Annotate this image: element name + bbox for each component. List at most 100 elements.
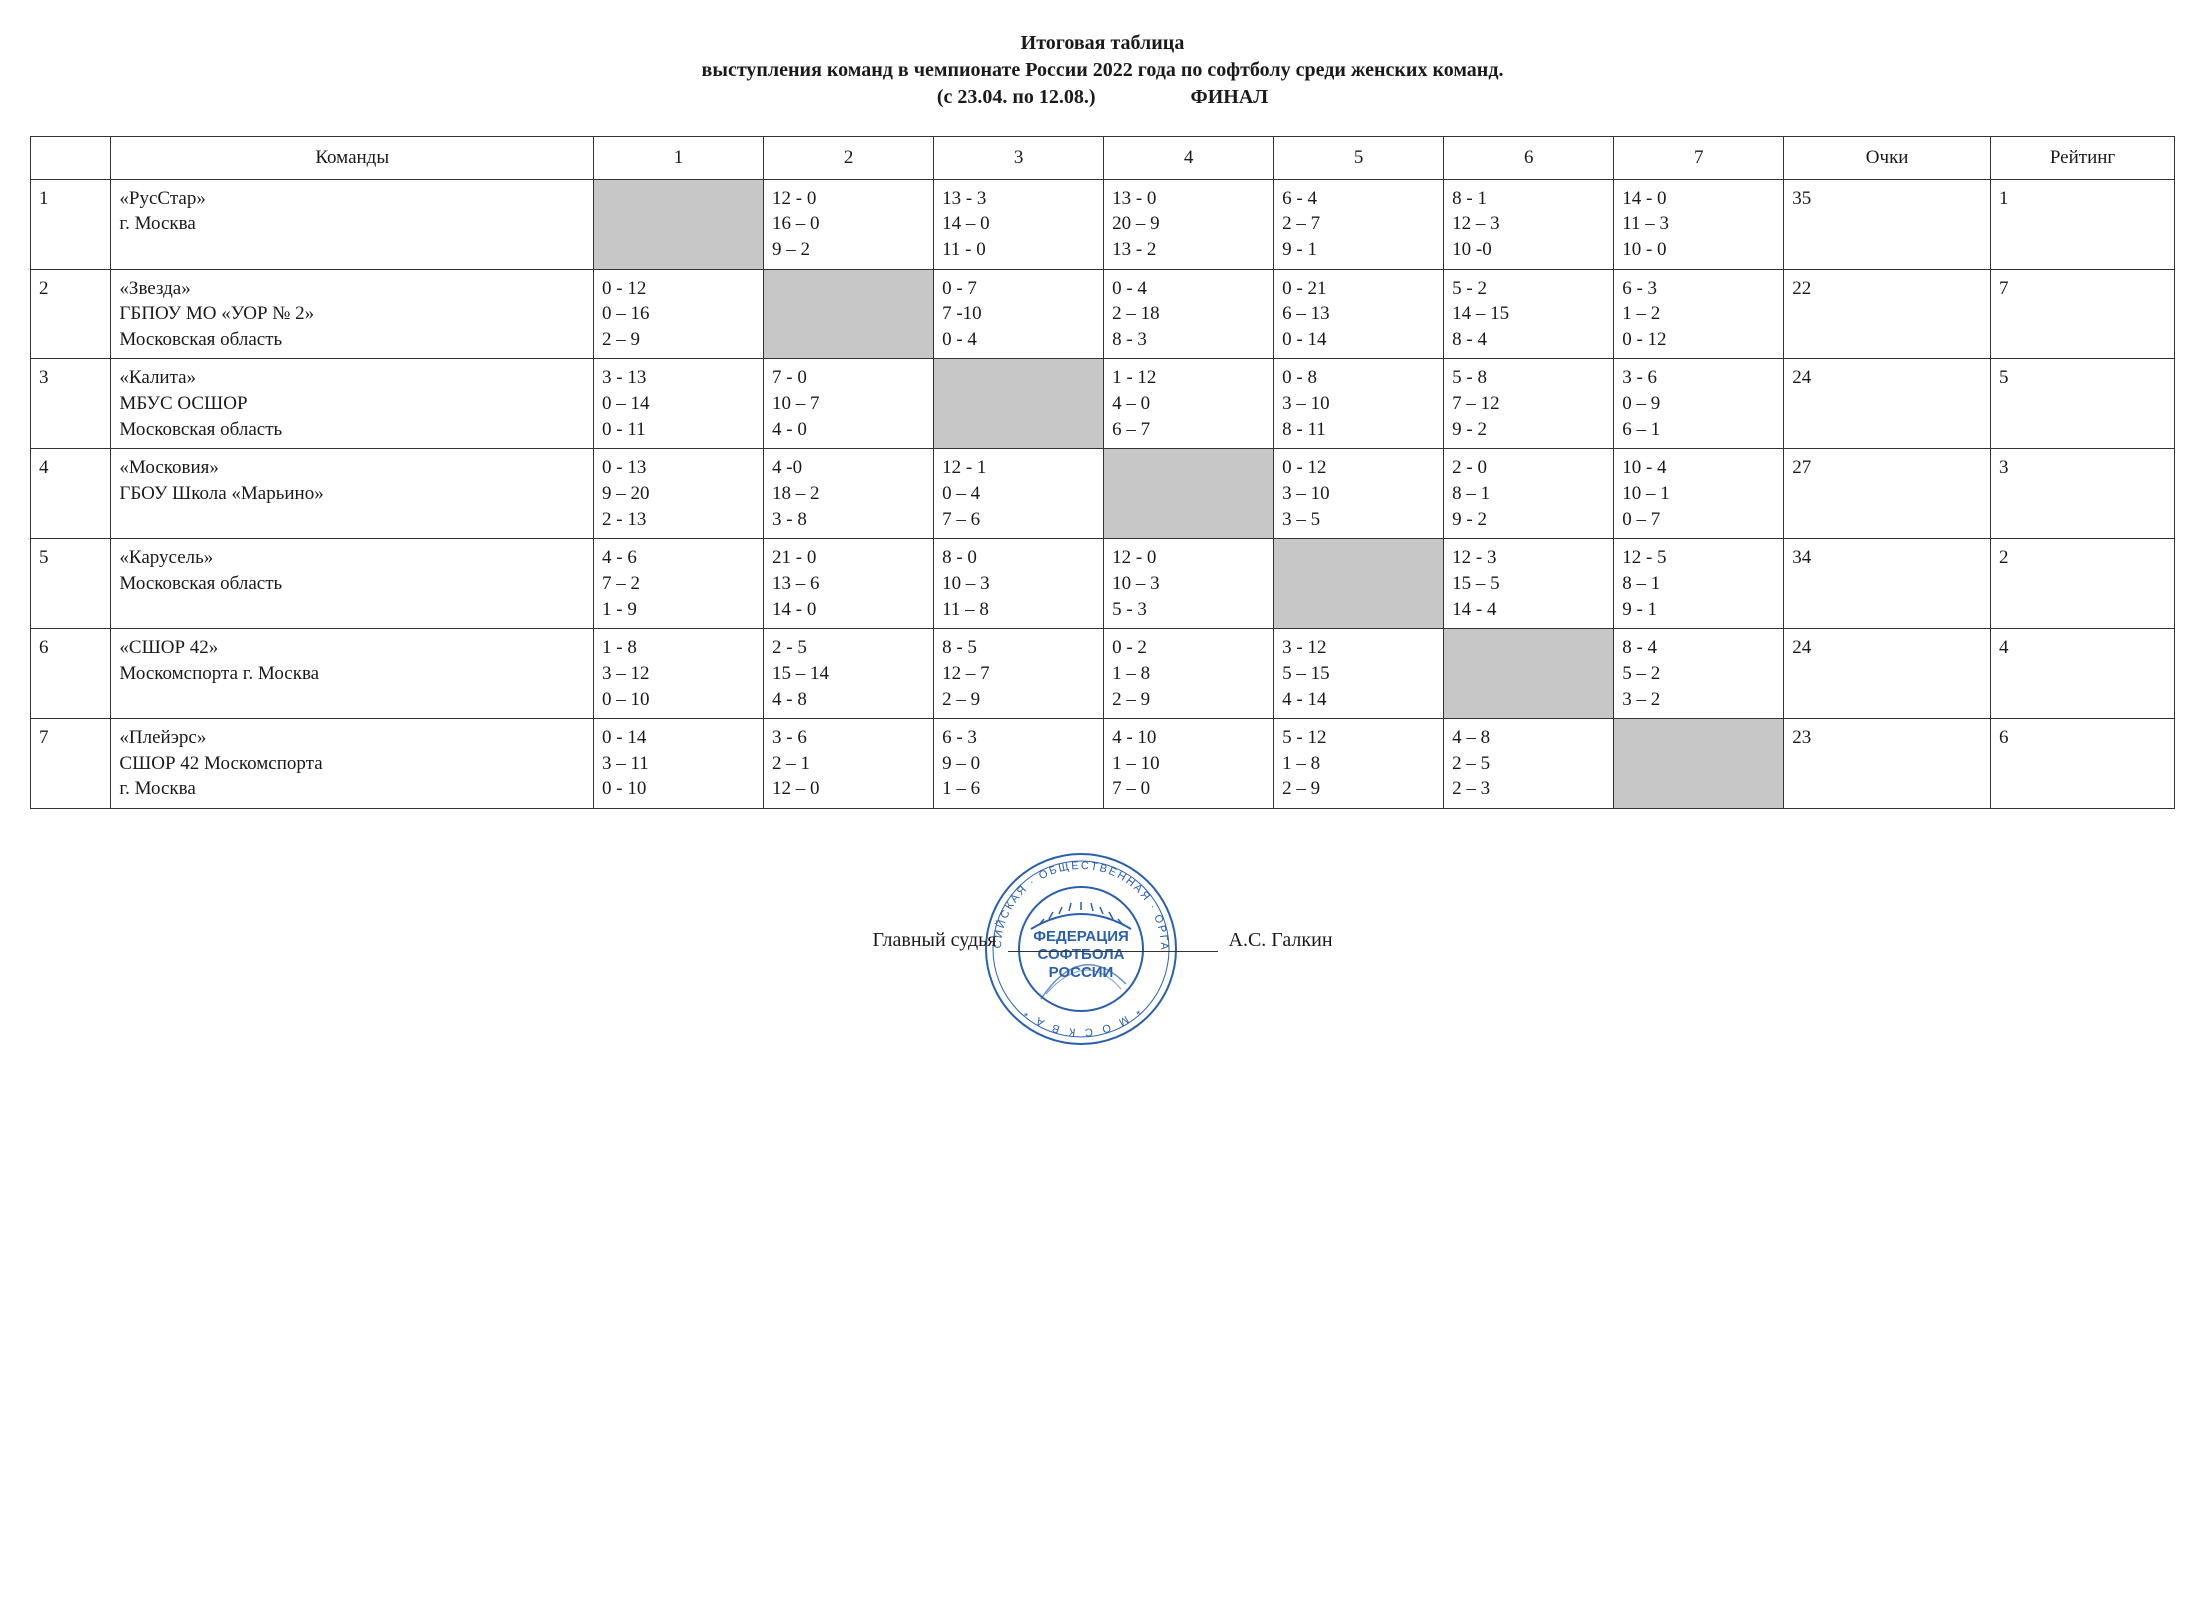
score-cell: 13 - 0 20 – 9 13 - 2 [1104, 179, 1274, 269]
team-name-cell: «Московия» ГБОУ Школа «Марьино» [111, 449, 594, 539]
score-cell: 6 - 3 1 – 2 0 - 12 [1614, 269, 1784, 359]
score-cell: 12 - 5 8 – 1 9 - 1 [1614, 539, 1784, 629]
title-dates: (с 23.04. по 12.08.) [937, 84, 1096, 111]
score-cell: 3 - 6 0 – 9 6 – 1 [1614, 359, 1784, 449]
score-text: 2 - 5 15 – 14 4 - 8 [772, 637, 829, 709]
table-row: 3«Калита» МБУС ОСШОР Московская область3… [31, 359, 2175, 449]
score-text: 0 - 12 0 – 16 2 – 9 [602, 278, 650, 350]
team-name: «Плейэрс» СШОР 42 Москомспорта г. Москва [119, 727, 322, 799]
score-text: 1 - 12 4 – 0 6 – 7 [1112, 367, 1156, 439]
score-cell: 5 - 8 7 – 12 9 - 2 [1444, 359, 1614, 449]
score-text: 0 - 12 3 – 10 3 – 5 [1282, 457, 1330, 529]
score-text: 4 – 8 2 – 5 2 – 3 [1452, 727, 1490, 799]
diagonal-cell [1614, 719, 1784, 809]
score-cell: 4 - 10 1 – 10 7 – 0 [1104, 719, 1274, 809]
points-cell: 23 [1784, 719, 1991, 809]
score-cell: 0 - 2 1 – 8 2 – 9 [1104, 629, 1274, 719]
score-cell: 8 - 5 12 – 7 2 – 9 [934, 629, 1104, 719]
score-text: 2 - 0 8 – 1 9 - 2 [1452, 457, 1490, 529]
team-name-cell: «РусСтар» г. Москва [111, 179, 594, 269]
title-line2: выступления команд в чемпионате России 2… [30, 57, 2175, 84]
team-name-cell: «Калита» МБУС ОСШОР Московская область [111, 359, 594, 449]
row-number: 1 [31, 179, 111, 269]
rank-cell: 2 [1991, 539, 2175, 629]
score-text: 6 - 3 1 – 2 0 - 12 [1622, 278, 1666, 350]
team-name-cell: «Карусель» Московская область [111, 539, 594, 629]
score-text: 0 - 14 3 – 11 0 - 10 [602, 727, 649, 799]
judge-label: Главный судья [872, 929, 996, 951]
points-cell: 34 [1784, 539, 1991, 629]
score-text: 6 - 4 2 – 7 9 - 1 [1282, 188, 1320, 260]
header-points: Очки [1784, 137, 1991, 180]
signature-line: Главный судья А.С. Галкин [872, 929, 1332, 952]
score-cell: 13 - 3 14 – 0 11 - 0 [934, 179, 1104, 269]
score-text: 5 - 8 7 – 12 9 - 2 [1452, 367, 1500, 439]
footer: ОБЩЕРОССИЙСКАЯ · ОБЩЕСТВЕННАЯ · ОРГАНИЗА… [30, 859, 2175, 1059]
score-cell: 5 - 2 14 – 15 8 - 4 [1444, 269, 1614, 359]
score-cell: 10 - 4 10 – 1 0 – 7 [1614, 449, 1784, 539]
score-cell: 0 - 4 2 – 18 8 - 3 [1104, 269, 1274, 359]
diagonal-cell [594, 179, 764, 269]
table-body: 1«РусСтар» г. Москва12 - 0 16 – 0 9 – 21… [31, 179, 2175, 808]
judge-name: А.С. Галкин [1229, 929, 1333, 951]
score-text: 5 - 12 1 – 8 2 – 9 [1282, 727, 1326, 799]
score-cell: 2 - 5 15 – 14 4 - 8 [764, 629, 934, 719]
stamp-bottom-text: * М О С К В А * [1019, 1005, 1141, 1038]
score-text: 8 - 0 10 – 3 11 – 8 [942, 547, 990, 619]
header-row: Команды 1 2 3 4 5 6 7 Очки Рейтинг [31, 137, 2175, 180]
diagonal-cell [1444, 629, 1614, 719]
score-cell: 1 - 12 4 – 0 6 – 7 [1104, 359, 1274, 449]
score-cell: 3 - 13 0 – 14 0 - 11 [594, 359, 764, 449]
points-cell: 22 [1784, 269, 1991, 359]
score-text: 7 - 0 10 – 7 4 - 0 [772, 367, 820, 439]
score-cell: 6 - 4 2 – 7 9 - 1 [1274, 179, 1444, 269]
score-text: 0 - 8 3 – 10 8 - 11 [1282, 367, 1330, 439]
header-c4: 4 [1104, 137, 1274, 180]
rank-cell: 3 [1991, 449, 2175, 539]
header-teams: Команды [111, 137, 594, 180]
title-line1: Итоговая таблица [30, 30, 2175, 57]
table-row: 2«Звезда» ГБПОУ МО «УОР № 2» Московская … [31, 269, 2175, 359]
score-text: 4 - 10 1 – 10 7 – 0 [1112, 727, 1160, 799]
score-text: 3 - 12 5 – 15 4 - 14 [1282, 637, 1330, 709]
score-cell: 0 - 12 3 – 10 3 – 5 [1274, 449, 1444, 539]
score-text: 10 - 4 10 – 1 0 – 7 [1622, 457, 1670, 529]
row-number: 7 [31, 719, 111, 809]
diagonal-cell [1104, 449, 1274, 539]
rank-cell: 4 [1991, 629, 2175, 719]
rank-cell: 1 [1991, 179, 2175, 269]
score-text: 3 - 6 0 – 9 6 – 1 [1622, 367, 1660, 439]
diagonal-cell [934, 359, 1104, 449]
row-number: 3 [31, 359, 111, 449]
row-number: 2 [31, 269, 111, 359]
diagonal-cell [1274, 539, 1444, 629]
score-cell: 6 - 3 9 – 0 1 – 6 [934, 719, 1104, 809]
stamp: ОБЩЕРОССИЙСКАЯ · ОБЩЕСТВЕННАЯ · ОРГАНИЗА… [971, 839, 1191, 1065]
header-rank: Рейтинг [1991, 137, 2175, 180]
score-text: 13 - 0 20 – 9 13 - 2 [1112, 188, 1160, 260]
diagonal-cell [764, 269, 934, 359]
table-row: 4«Московия» ГБОУ Школа «Марьино»0 - 13 9… [31, 449, 2175, 539]
header-num [31, 137, 111, 180]
score-text: 12 - 1 0 – 4 7 – 6 [942, 457, 986, 529]
score-cell: 4 – 8 2 – 5 2 – 3 [1444, 719, 1614, 809]
score-text: 6 - 3 9 – 0 1 – 6 [942, 727, 980, 799]
points-cell: 35 [1784, 179, 1991, 269]
score-cell: 0 - 13 9 – 20 2 - 13 [594, 449, 764, 539]
score-text: 8 - 4 5 – 2 3 – 2 [1622, 637, 1660, 709]
svg-text:* М О С К В А *: * М О С К В А * [1019, 1005, 1141, 1038]
table-row: 7«Плейэрс» СШОР 42 Москомспорта г. Москв… [31, 719, 2175, 809]
team-name-cell: «СШОР 42» Москомспорта г. Москва [111, 629, 594, 719]
score-cell: 12 - 3 15 – 5 14 - 4 [1444, 539, 1614, 629]
rank-cell: 7 [1991, 269, 2175, 359]
score-text: 3 - 6 2 – 1 12 – 0 [772, 727, 820, 799]
score-text: 3 - 13 0 – 14 0 - 11 [602, 367, 650, 439]
team-name-cell: «Плейэрс» СШОР 42 Москомспорта г. Москва [111, 719, 594, 809]
points-cell: 24 [1784, 629, 1991, 719]
score-cell: 2 - 0 8 – 1 9 - 2 [1444, 449, 1614, 539]
score-text: 12 - 3 15 – 5 14 - 4 [1452, 547, 1500, 619]
team-name: «Звезда» ГБПОУ МО «УОР № 2» Московская о… [119, 278, 314, 350]
score-text: 1 - 8 3 – 12 0 – 10 [602, 637, 650, 709]
score-cell: 21 - 0 13 – 6 14 - 0 [764, 539, 934, 629]
score-cell: 12 - 0 16 – 0 9 – 2 [764, 179, 934, 269]
